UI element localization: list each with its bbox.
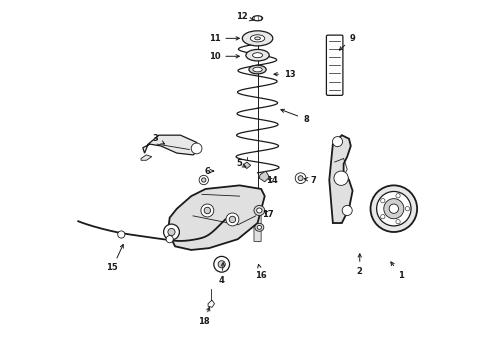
Text: 14: 14 <box>266 176 278 185</box>
Text: 9: 9 <box>340 34 355 50</box>
Ellipse shape <box>255 37 260 40</box>
Circle shape <box>218 261 225 268</box>
Ellipse shape <box>252 53 263 58</box>
Ellipse shape <box>257 208 262 213</box>
Circle shape <box>405 207 410 211</box>
Ellipse shape <box>246 49 269 61</box>
Polygon shape <box>208 300 215 307</box>
Text: 10: 10 <box>209 52 239 61</box>
Circle shape <box>191 143 202 154</box>
Text: 2: 2 <box>357 254 363 276</box>
Text: 6: 6 <box>204 167 214 176</box>
Ellipse shape <box>254 206 265 216</box>
Ellipse shape <box>249 65 266 74</box>
Text: 5: 5 <box>237 159 246 168</box>
Text: 1: 1 <box>391 262 404 279</box>
Circle shape <box>229 216 236 223</box>
Circle shape <box>201 204 214 217</box>
Ellipse shape <box>250 35 265 42</box>
Circle shape <box>295 173 306 184</box>
Ellipse shape <box>253 67 262 72</box>
Text: 7: 7 <box>304 176 316 185</box>
Text: 17: 17 <box>263 210 274 219</box>
Circle shape <box>370 185 417 232</box>
Polygon shape <box>259 171 270 182</box>
Circle shape <box>204 207 211 214</box>
Circle shape <box>333 136 343 147</box>
Polygon shape <box>141 155 152 160</box>
Ellipse shape <box>255 224 264 231</box>
Polygon shape <box>243 162 251 168</box>
Circle shape <box>389 204 398 213</box>
Text: 18: 18 <box>198 307 210 326</box>
Circle shape <box>118 231 125 238</box>
Circle shape <box>381 215 385 219</box>
Circle shape <box>377 192 411 226</box>
Polygon shape <box>143 135 200 155</box>
Ellipse shape <box>252 16 263 21</box>
Circle shape <box>396 194 400 198</box>
Circle shape <box>166 235 173 243</box>
Text: 16: 16 <box>255 264 267 279</box>
Text: 3: 3 <box>152 134 165 144</box>
Circle shape <box>334 171 348 185</box>
FancyBboxPatch shape <box>326 35 343 95</box>
Polygon shape <box>168 185 265 250</box>
Text: 11: 11 <box>209 34 239 43</box>
Circle shape <box>164 224 179 240</box>
Ellipse shape <box>243 31 273 46</box>
Text: 12: 12 <box>236 12 253 21</box>
FancyBboxPatch shape <box>254 204 261 242</box>
Polygon shape <box>329 135 353 223</box>
Circle shape <box>342 206 352 216</box>
Text: 15: 15 <box>106 244 123 273</box>
Text: 8: 8 <box>281 109 309 123</box>
Ellipse shape <box>257 225 262 229</box>
Circle shape <box>396 220 400 224</box>
Circle shape <box>298 176 303 181</box>
Circle shape <box>199 175 208 185</box>
Circle shape <box>226 213 239 226</box>
Text: 13: 13 <box>274 70 295 79</box>
Circle shape <box>384 199 404 219</box>
Circle shape <box>201 178 206 182</box>
Circle shape <box>168 228 175 235</box>
Circle shape <box>381 198 385 203</box>
Text: 4: 4 <box>219 263 224 285</box>
Circle shape <box>214 256 230 272</box>
